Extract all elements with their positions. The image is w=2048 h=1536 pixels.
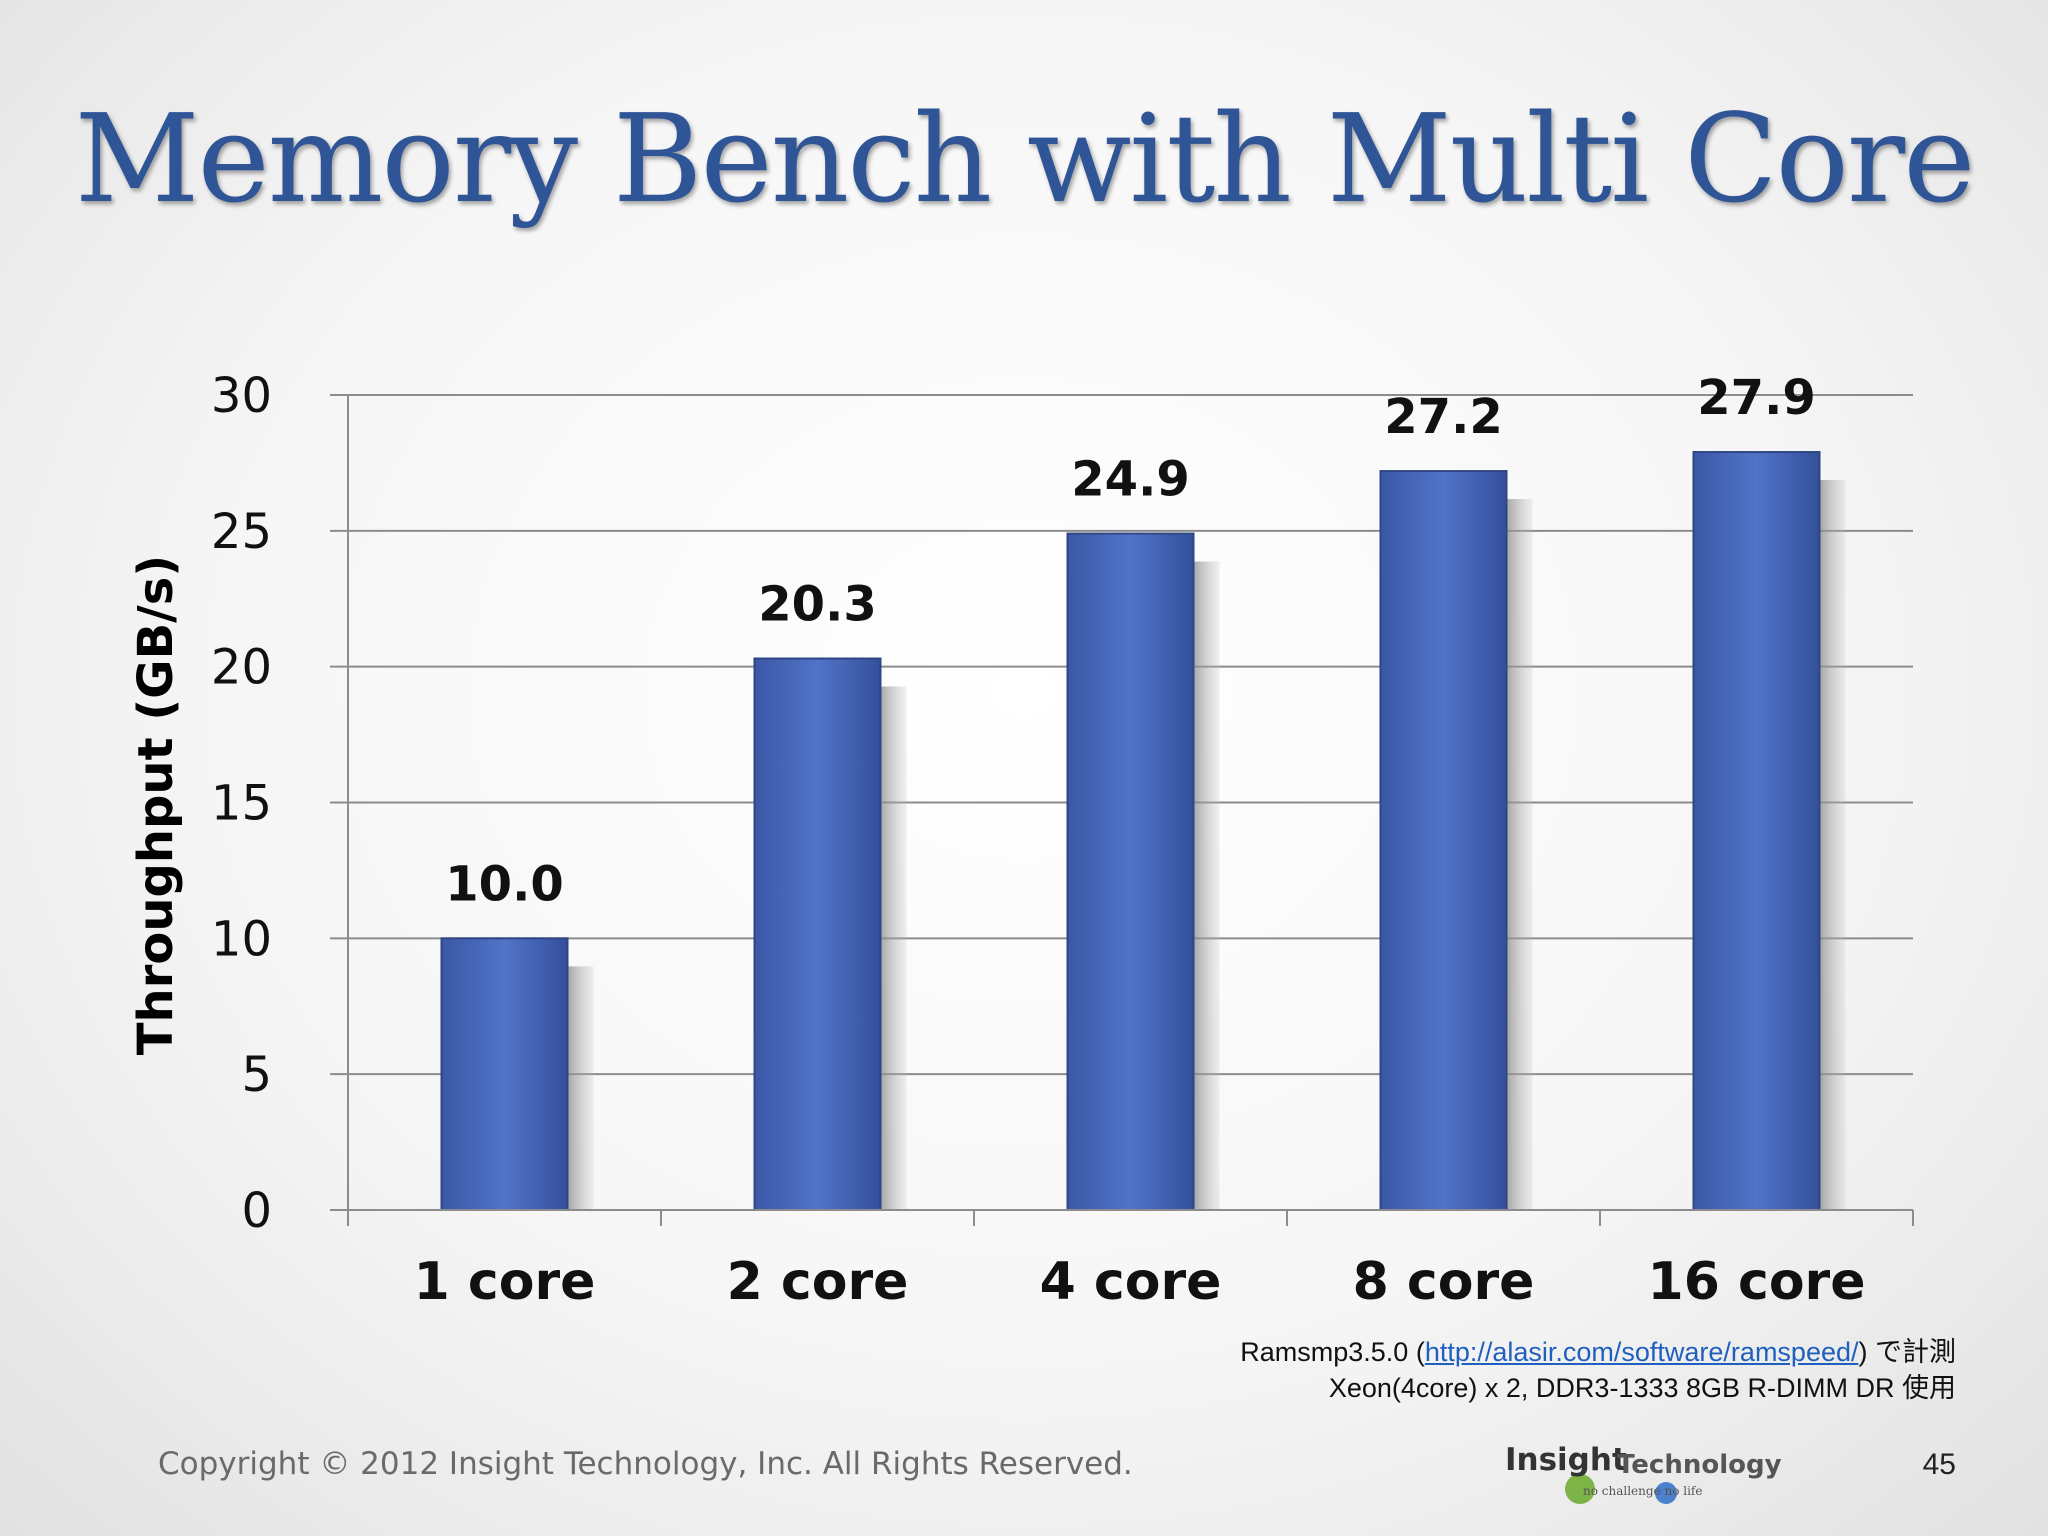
y-tick-label: 25 — [211, 504, 272, 560]
company-logo: Insight Technology no challenge no life — [1505, 1440, 1782, 1510]
bar-value-label: 27.2 — [1384, 389, 1502, 445]
logo-insight-text: Insight — [1505, 1442, 1627, 1478]
y-axis-title: Throughput (GB/s) — [128, 555, 184, 1055]
copyright-footer: Copyright © 2012 Insight Technology, Inc… — [158, 1446, 1133, 1482]
y-tick-label: 30 — [211, 368, 272, 424]
axes — [330, 395, 1914, 1226]
logo-green-dot — [1565, 1474, 1595, 1504]
bar-shadow — [1506, 499, 1533, 1211]
bar — [440, 937, 569, 1211]
bar — [1379, 470, 1508, 1212]
y-tick-label: 0 — [241, 1183, 272, 1239]
bar-shadow — [880, 686, 907, 1210]
bar — [1692, 451, 1821, 1211]
bar-value-label: 10.0 — [445, 856, 563, 912]
x-category-label: 2 core — [727, 1252, 909, 1312]
logo-blue-dot — [1655, 1482, 1677, 1504]
y-tick-label: 10 — [211, 911, 272, 967]
y-tick-label: 5 — [241, 1047, 272, 1103]
bars — [440, 451, 1821, 1212]
x-category-label: 4 core — [1040, 1252, 1222, 1312]
bar — [753, 657, 882, 1211]
source-note-suffix: ) で計測 — [1858, 1337, 1957, 1367]
logo-technology-text: Technology — [1617, 1450, 1782, 1480]
slide-title: Memory Bench with Multi Core — [74, 88, 1976, 230]
bar — [1066, 532, 1195, 1211]
bar-shadow — [567, 966, 594, 1210]
bar-shadows — [567, 480, 1846, 1211]
bar-shadow — [1819, 480, 1846, 1210]
bar-value-label: 20.3 — [758, 577, 876, 633]
bar-value-label: 24.9 — [1071, 452, 1189, 508]
x-category-label: 8 core — [1353, 1252, 1535, 1312]
x-category-label: 16 core — [1648, 1252, 1866, 1312]
source-link[interactable]: http://alasir.com/software/ramspeed/ — [1424, 1337, 1859, 1367]
source-note: Ramsmp3.5.0 (http://alasir.com/software/… — [1240, 1330, 1956, 1369]
source-note-prefix: Ramsmp3.5.0 ( — [1240, 1337, 1425, 1367]
y-tick-label: 20 — [211, 640, 272, 696]
bar-shadow — [1193, 561, 1220, 1210]
x-category-label: 1 core — [414, 1252, 596, 1312]
y-tick-label: 15 — [211, 776, 272, 832]
page-number: 45 — [1922, 1448, 1956, 1481]
labels: 0 5 10 15 20 25 30 10.0 1 core 20.3 2 core 24.9 4 co… — [211, 368, 1866, 1312]
hardware-note: Xeon(4core) x 2, DDR3-1333 8GB R-DIMM DR… — [1328, 1373, 1956, 1403]
logo-tagline: no challenge no life — [1583, 1484, 1703, 1498]
bar-value-label: 27.9 — [1697, 370, 1815, 426]
